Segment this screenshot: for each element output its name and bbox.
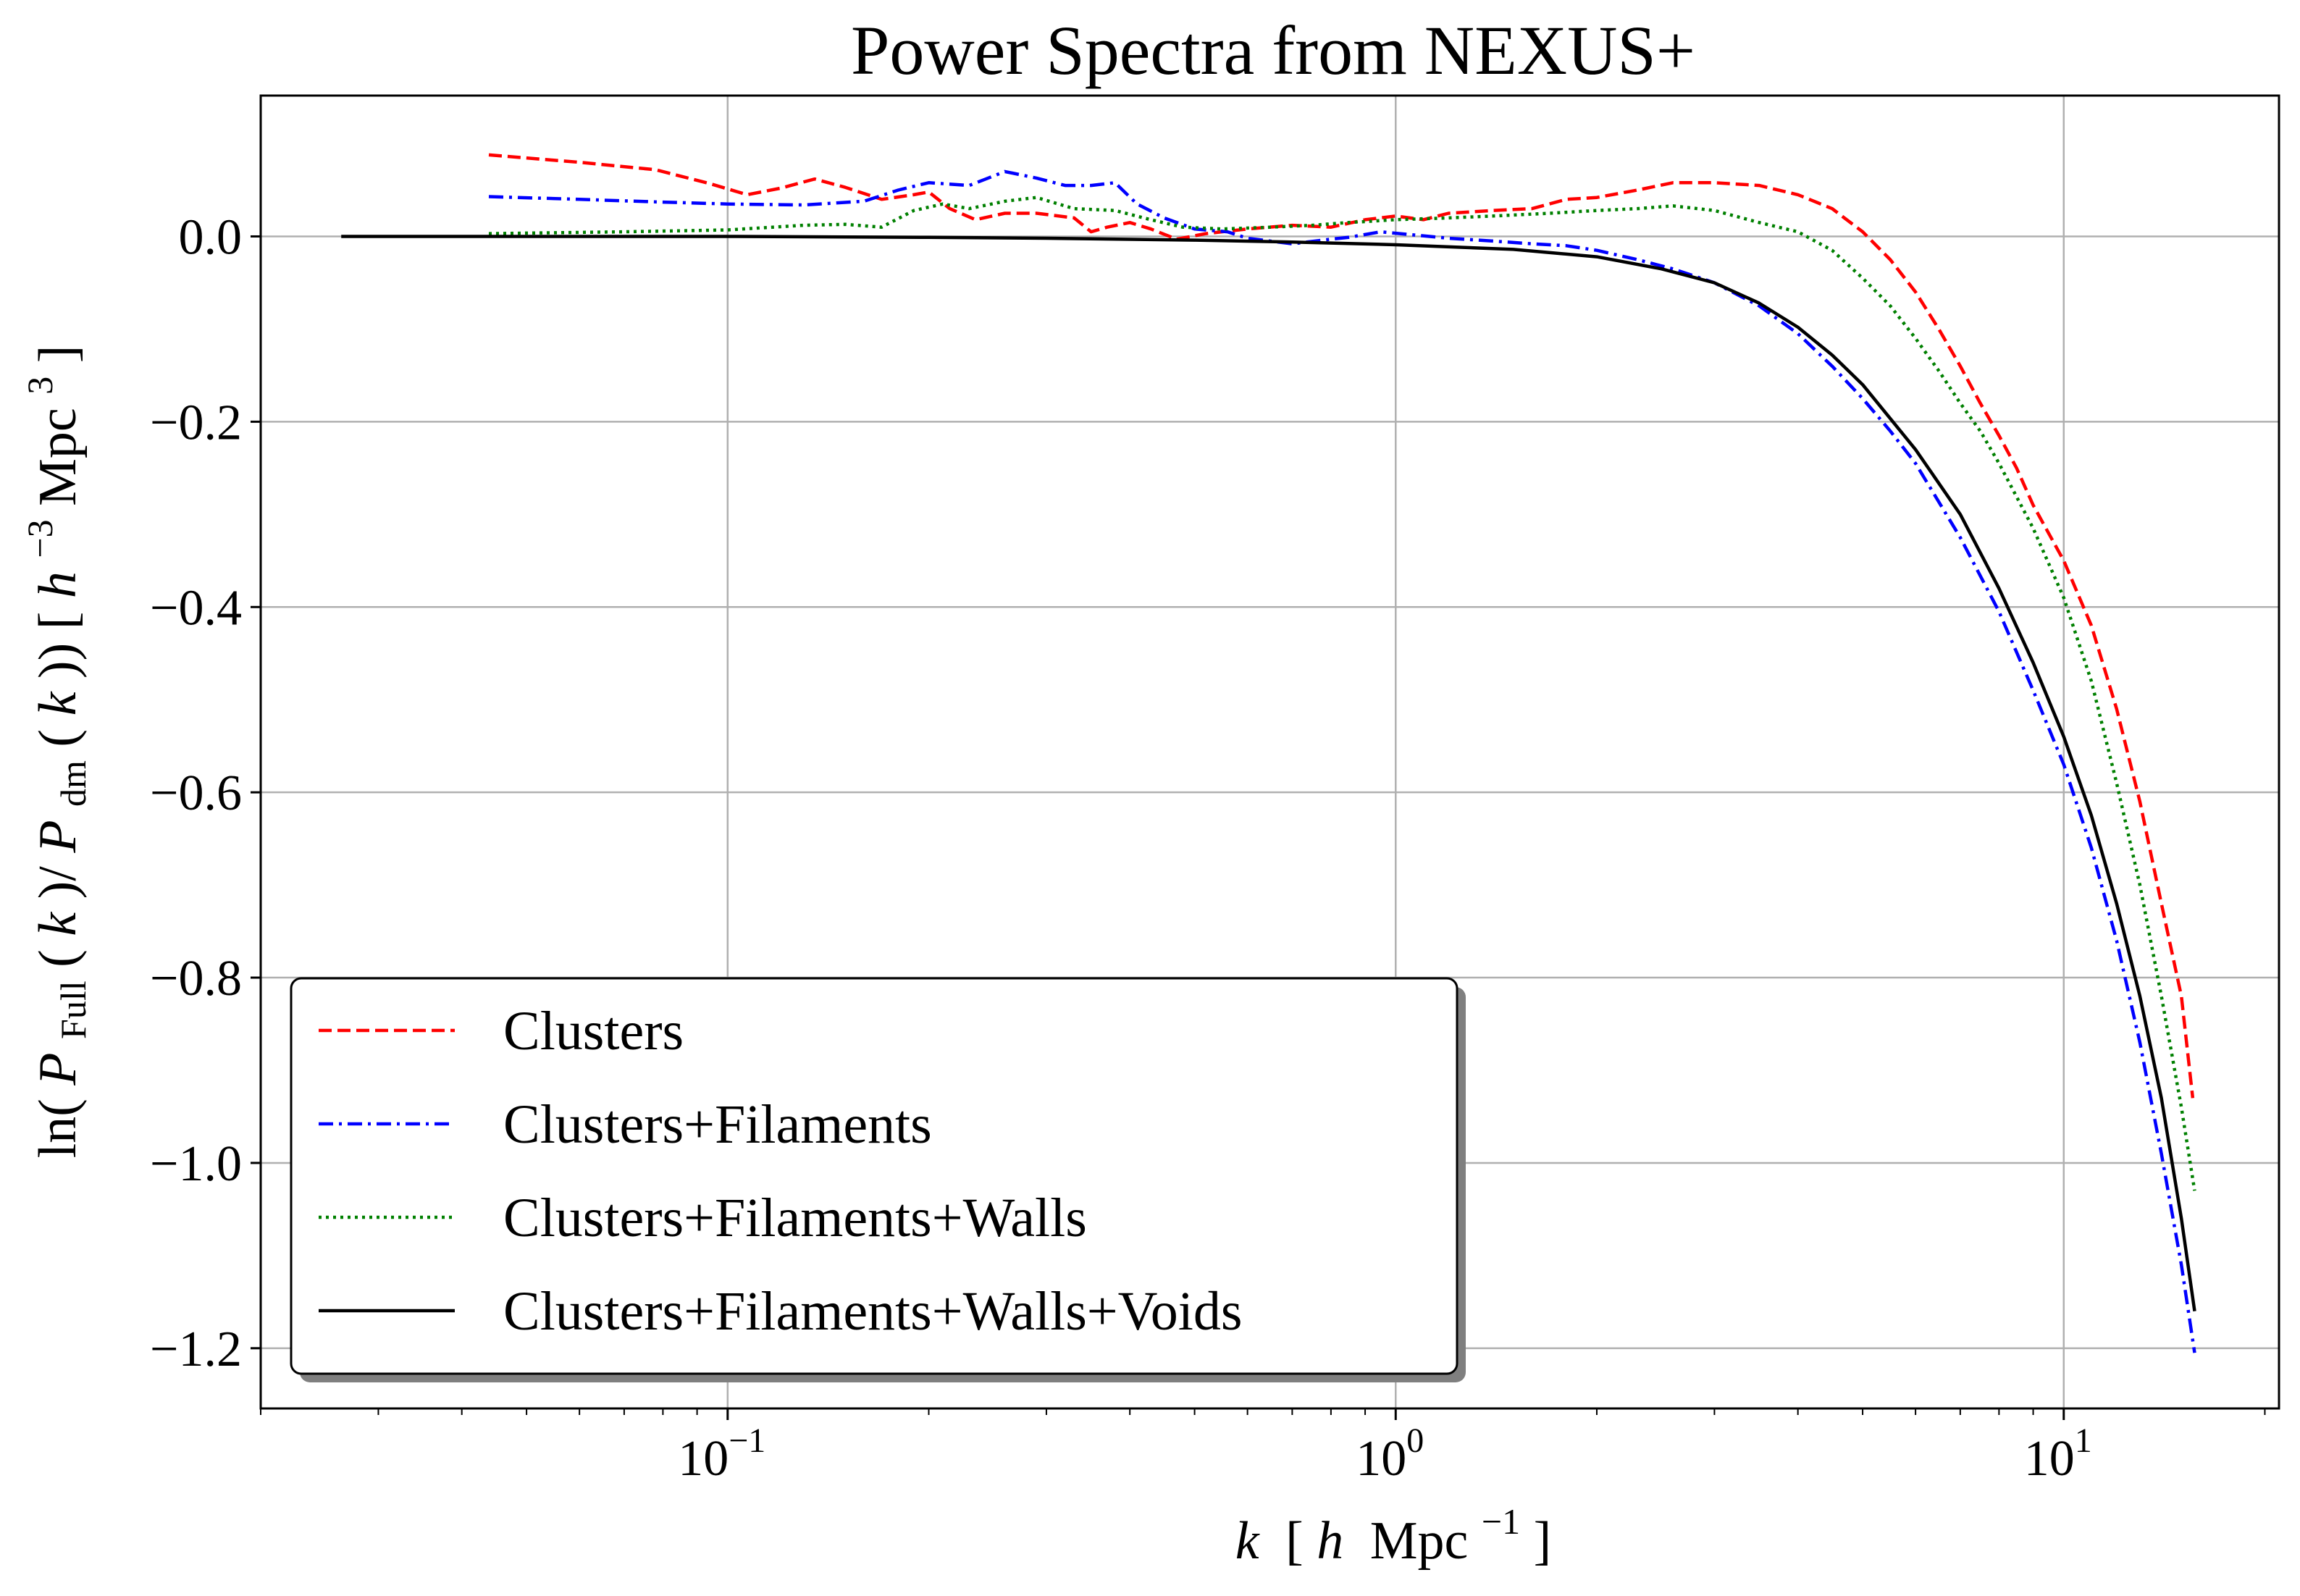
y-axis-label: ln( P Full ( k )/ P dm ( k )) [ h −3 Mpc… [5,345,98,1159]
legend-label-clusters: Clusters [503,1001,684,1062]
series-line-clusters-filaments [488,169,2196,1353]
y-label-p-dm: P [28,820,88,853]
x-label-bracket-close: ] [1534,1511,1552,1571]
legend: Clusters Clusters+Filaments Clusters+Fil… [290,977,1466,1382]
y-label-paren-open-1: ( [28,949,88,967]
y-label-close-bracket-open: )) [ [28,612,88,679]
y-tick-label: −0.6 [150,765,242,821]
series-line-clusters-filaments-walls-voids [341,235,2196,1312]
y-tick-label: −0.2 [150,395,242,450]
y-tick-label: −1.0 [150,1136,242,1192]
y-label-k-2: k [28,691,88,715]
legend-label-clusters-filaments-walls-voids: Clusters+Filaments+Walls+Voids [503,1281,1242,1342]
series-line-clusters-filaments-walls [488,196,2196,1191]
y-label-exp-1: −3 [20,519,60,558]
x-axis-label: k [ h Mpc −1 ] [1235,1487,1552,1571]
legend-box [290,977,1459,1375]
legend-label-clusters-filaments: Clusters+Filaments [503,1094,932,1155]
plot-frame [259,94,2280,1410]
x-label-h: h [1317,1511,1343,1571]
y-label-k-1: k [28,912,88,936]
y-tick-label: 0.0 [179,209,243,265]
x-tick-label: 10−1 [678,1421,765,1487]
y-label-h: h [28,571,88,598]
y-label-p-full: P [28,1052,88,1085]
x-label-bracket-open: [ [1285,1511,1304,1571]
x-label-unit: Mpc [1370,1511,1469,1571]
y-label-sub-dm: dm [53,760,93,807]
y-tick-label: −1.2 [150,1322,242,1377]
y-label-slash: )/ [28,866,88,899]
legend-label-clusters-filaments-walls: Clusters+Filaments+Walls [503,1188,1087,1248]
y-axis-ticks: 0.0 −0.2 −0.4 −0.6 −0.8 −1.0 −1.2 [150,209,261,1377]
y-label-close: ] [28,345,88,364]
x-label-exp: −1 [1482,1501,1520,1542]
y-tick-label: −0.4 [150,580,242,636]
series-line-clusters [488,153,2195,1099]
x-tick-label: 101 [2024,1421,2092,1487]
x-tick-label: 100 [1356,1421,1424,1487]
y-label-exp-2: 3 [20,377,60,395]
y-label-ln: ln( [28,1099,88,1158]
x-axis-ticks: 10−1 100 101 [260,1408,2266,1487]
y-label-paren-open-2: ( [28,729,88,747]
y-label-sub-full: Full [53,980,93,1039]
x-label-k: k [1235,1511,1260,1571]
y-tick-label: −0.8 [150,951,242,1007]
chart-title: Power Spectra from NEXUS+ [851,12,1695,89]
y-label-unit: Mpc [28,408,88,506]
series-layer [341,153,2196,1353]
